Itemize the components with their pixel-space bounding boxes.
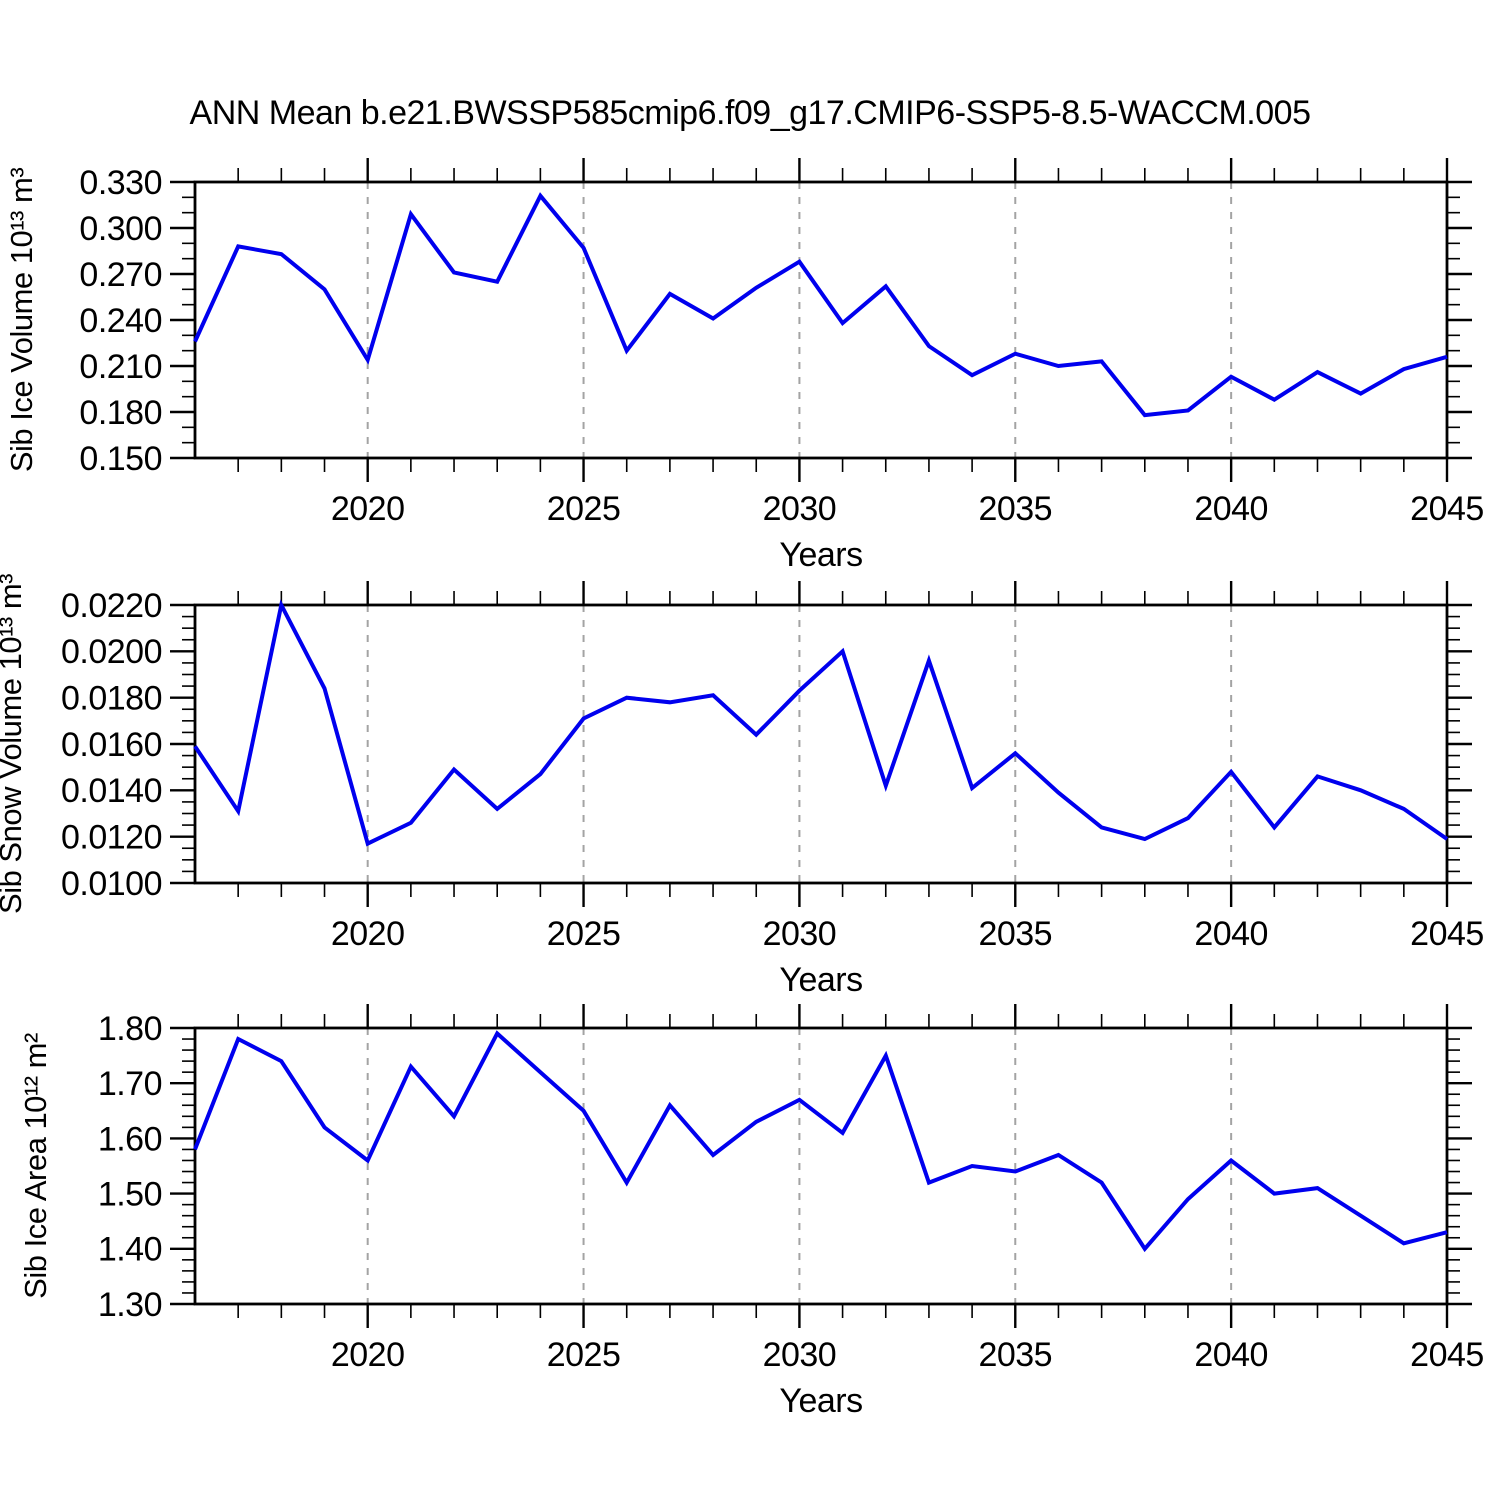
x-tick-label: 2025	[547, 915, 621, 953]
y-tick-label: 1.40	[98, 1231, 162, 1269]
x-tick-label: 2040	[1194, 490, 1268, 528]
y-tick-label: 0.0100	[61, 865, 162, 903]
y-tick-label: 1.80	[98, 1010, 162, 1048]
x-tick-label: 2035	[978, 915, 1052, 953]
x-tick-label: 2035	[978, 490, 1052, 528]
x-tick-label: 2025	[547, 490, 621, 528]
x-tick-label: 2030	[763, 490, 837, 528]
x-tick-label: 2045	[1410, 1336, 1484, 1374]
plot-frame	[193, 180, 1449, 460]
y-tick-label: 0.180	[79, 394, 162, 432]
x-tick-label: 2040	[1194, 915, 1268, 953]
data-line-chart-sib-ice-volume	[193, 192, 1448, 418]
x-axis-title: Years	[779, 1382, 862, 1420]
x-axis-title: Years	[779, 961, 862, 999]
y-tick-label: 0.0180	[61, 680, 162, 718]
y-tick-label: 0.150	[79, 440, 162, 478]
x-tick-label: 2045	[1410, 915, 1484, 953]
chart-sib-ice-volume: 2020 2025 2030 2035 2040 2045 Years 0.150 0.180 0…	[4, 158, 1484, 574]
x-tick-label: 2020	[331, 915, 405, 953]
chart-sib-snow-volume: 2020 2025 2030 2035 2040 2045 Years 0.0100 0.012…	[0, 574, 1484, 999]
x-tick-label: 2025	[547, 1336, 621, 1374]
plot-frame	[193, 603, 1449, 885]
x-axis-title: Years	[779, 536, 862, 574]
y-axis-title: Sib Snow Volume 10¹³ m³	[0, 574, 28, 914]
plot-frame	[193, 1026, 1449, 1306]
x-tick-label: 2035	[978, 1336, 1052, 1374]
y-tick-label: 0.330	[79, 164, 162, 202]
y-tick-label: 0.210	[79, 348, 162, 386]
plots-group: 2020 2025 2030 2035 2040 2045 Years 0.150 0.180 0…	[0, 158, 1484, 1420]
y-tick-label: 1.60	[98, 1120, 162, 1158]
x-tick-label: 2045	[1410, 490, 1484, 528]
y-axis-title: Sib Ice Volume 10¹³ m³	[4, 168, 39, 472]
y-tick-label: 0.300	[79, 210, 162, 248]
x-tick-label: 2020	[331, 1336, 405, 1374]
y-tick-label: 0.0120	[61, 819, 162, 857]
y-tick-label: 1.70	[98, 1065, 162, 1103]
figure-title: ANN Mean b.e21.BWSSP585cmip6.f09_g17.CMI…	[190, 94, 1311, 132]
y-tick-label: 0.0160	[61, 726, 162, 764]
x-tick-label: 2030	[763, 915, 837, 953]
y-axis-title: Sib Ice Area 10¹² m²	[18, 1033, 53, 1299]
data-line-chart-sib-ice-area	[193, 1030, 1448, 1253]
y-tick-label: 0.240	[79, 302, 162, 340]
data-line-chart-sib-snow-volume	[193, 599, 1449, 847]
y-tick-label: 1.30	[98, 1286, 162, 1324]
y-tick-label: 0.270	[79, 256, 162, 294]
x-tick-label: 2040	[1194, 1336, 1268, 1374]
x-tick-label: 2030	[763, 1336, 837, 1374]
y-tick-label: 0.0220	[61, 587, 162, 625]
y-tick-label: 1.50	[98, 1176, 162, 1214]
chart-sib-ice-area: 2020 2025 2030 2035 2040 2045 Years 1.30 1.40 1.5…	[18, 1004, 1484, 1420]
x-tick-label: 2020	[331, 490, 405, 528]
y-tick-label: 0.0140	[61, 772, 162, 810]
y-tick-label: 0.0200	[61, 633, 162, 671]
